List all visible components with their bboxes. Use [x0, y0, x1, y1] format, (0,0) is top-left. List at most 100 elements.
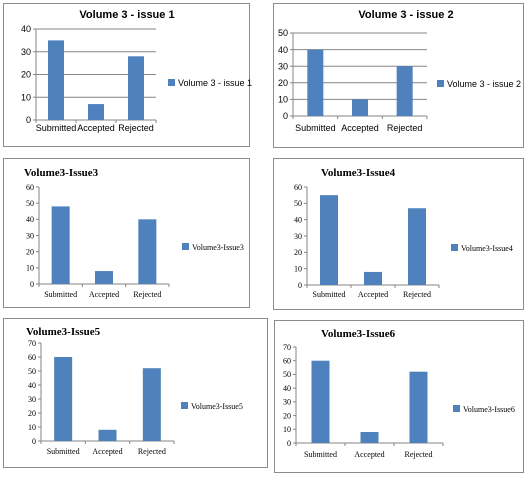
bar-submitted [311, 360, 330, 443]
y-tick-label: 60 [294, 183, 302, 192]
chart-title: Volume3-Issue4 [321, 167, 396, 179]
y-tick-label: 20 [28, 409, 36, 418]
y-tick-label: 50 [294, 199, 302, 208]
legend-swatch [182, 243, 189, 250]
legend-swatch [437, 80, 444, 87]
y-tick-label: 70 [283, 343, 291, 352]
bar-chart: Volume 3 - issue 1 0 10 20 30 40 Submitted Acce… [21, 9, 252, 133]
x-tick-label: Accepted [354, 450, 384, 459]
y-tick-label: 30 [28, 395, 36, 404]
bar-rejected [142, 368, 161, 441]
y-tick-label: 0 [287, 439, 291, 448]
legend-swatch [181, 402, 188, 409]
chart-panel: Volume3-Issue6 0 10 20 30 40 50 60 70 Submitted Ac… [274, 320, 524, 473]
x-tick-label: Submitted [44, 290, 77, 299]
y-tick-label: 40 [278, 45, 288, 55]
chart-title: Volume 3 - issue 2 [358, 9, 453, 21]
x-tick-label: Accepted [77, 123, 115, 133]
y-tick-label: 50 [28, 367, 36, 376]
y-tick-label: 0 [32, 437, 36, 446]
bar-chart: Volume3-Issue5 0 10 20 30 40 50 60 70 Submitted Ac… [26, 326, 243, 456]
y-tick-label: 40 [28, 381, 36, 390]
x-tick-label: Rejected [405, 450, 433, 459]
chart-title: Volume3-Issue5 [26, 326, 101, 338]
y-tick-label: 30 [294, 232, 302, 241]
legend-label: Volume3-Issue6 [463, 405, 515, 414]
x-tick-label: Rejected [387, 123, 423, 133]
y-tick-label: 50 [278, 28, 288, 38]
y-tick-label: 20 [283, 411, 291, 420]
x-tick-label: Accepted [341, 123, 379, 133]
x-tick-label: Rejected [403, 290, 431, 299]
bar-rejected [409, 371, 428, 443]
y-tick-label: 20 [21, 70, 31, 80]
chart-title: Volume3-Issue3 [24, 167, 99, 179]
x-tick-label: Rejected [138, 447, 166, 456]
y-tick-label: 0 [26, 115, 31, 125]
x-tick-label: Submitted [295, 123, 336, 133]
x-tick-label: Rejected [118, 123, 154, 133]
bar-submitted [307, 49, 324, 116]
x-tick-label: Accepted [89, 290, 119, 299]
y-tick-label: 0 [30, 280, 34, 289]
y-tick-label: 20 [26, 247, 34, 256]
legend-swatch [168, 79, 175, 86]
bar-accepted [98, 429, 117, 441]
y-tick-label: 0 [283, 111, 288, 121]
legend-label: Volume 3 - issue 2 [447, 79, 521, 89]
bar-rejected [408, 208, 426, 285]
bar-chart: Volume3-Issue3 0 10 20 30 40 50 60 Submitted Acce… [24, 167, 244, 299]
legend-swatch [451, 244, 458, 251]
y-tick-label: 30 [278, 61, 288, 71]
y-tick-label: 50 [283, 370, 291, 379]
legend-swatch [453, 405, 460, 412]
chart-panel: Volume3-Issue4 0 10 20 30 40 50 60 Submitted Acce… [273, 158, 524, 310]
legend-label: Volume3-Issue4 [461, 244, 513, 253]
chart-panel: Volume3-Issue3 0 10 20 30 40 50 60 Submitted Acce… [3, 158, 250, 308]
y-tick-label: 0 [298, 281, 302, 290]
y-tick-label: 10 [294, 264, 302, 273]
bar-submitted [54, 357, 73, 441]
y-tick-label: 10 [283, 425, 291, 434]
chart-title: Volume 3 - issue 1 [79, 9, 174, 21]
y-tick-label: 60 [283, 357, 291, 366]
bar-accepted [95, 271, 113, 284]
y-tick-label: 40 [283, 384, 291, 393]
bar-accepted [364, 271, 382, 285]
bar-chart: Volume3-Issue6 0 10 20 30 40 50 60 70 Submitted Ac… [283, 328, 515, 459]
x-tick-label: Submitted [304, 450, 337, 459]
y-tick-label: 30 [26, 231, 34, 240]
legend-label: Volume3-Issue3 [192, 243, 244, 252]
y-tick-label: 50 [26, 199, 34, 208]
bar-rejected [396, 66, 413, 116]
legend-label: Volume3-Issue5 [191, 402, 243, 411]
chart-panel: Volume 3 - issue 2 0 10 20 30 40 50 Submitted Ac… [273, 3, 524, 148]
y-tick-label: 10 [28, 423, 36, 432]
x-tick-label: Accepted [358, 290, 388, 299]
bar-submitted [48, 40, 64, 120]
bar-accepted [360, 432, 379, 443]
bar-rejected [138, 219, 157, 284]
y-tick-label: 60 [28, 353, 36, 362]
x-tick-label: Accepted [92, 447, 122, 456]
y-tick-label: 30 [283, 398, 291, 407]
bar-rejected [128, 56, 144, 120]
y-tick-label: 10 [278, 95, 288, 105]
x-tick-label: Submitted [36, 123, 77, 133]
y-tick-label: 20 [278, 78, 288, 88]
bar-accepted [88, 104, 104, 120]
chart-panel: Volume3-Issue5 0 10 20 30 40 50 60 70 Submitted Ac… [3, 318, 268, 468]
y-tick-label: 70 [28, 339, 36, 348]
y-tick-label: 30 [21, 47, 31, 57]
bar-submitted [320, 195, 338, 285]
y-tick-label: 40 [294, 215, 302, 224]
y-tick-label: 60 [26, 183, 34, 192]
y-tick-label: 20 [294, 248, 302, 257]
bar-chart: Volume3-Issue4 0 10 20 30 40 50 60 Submitted Acce… [294, 167, 513, 299]
y-tick-label: 40 [26, 215, 34, 224]
bar-accepted [352, 99, 368, 116]
legend-label: Volume 3 - issue 1 [178, 78, 252, 88]
chart-panel: Volume 3 - issue 1 0 10 20 30 40 Submitted Acce… [3, 3, 252, 147]
y-tick-label: 10 [21, 92, 31, 102]
x-tick-label: Submitted [313, 290, 346, 299]
